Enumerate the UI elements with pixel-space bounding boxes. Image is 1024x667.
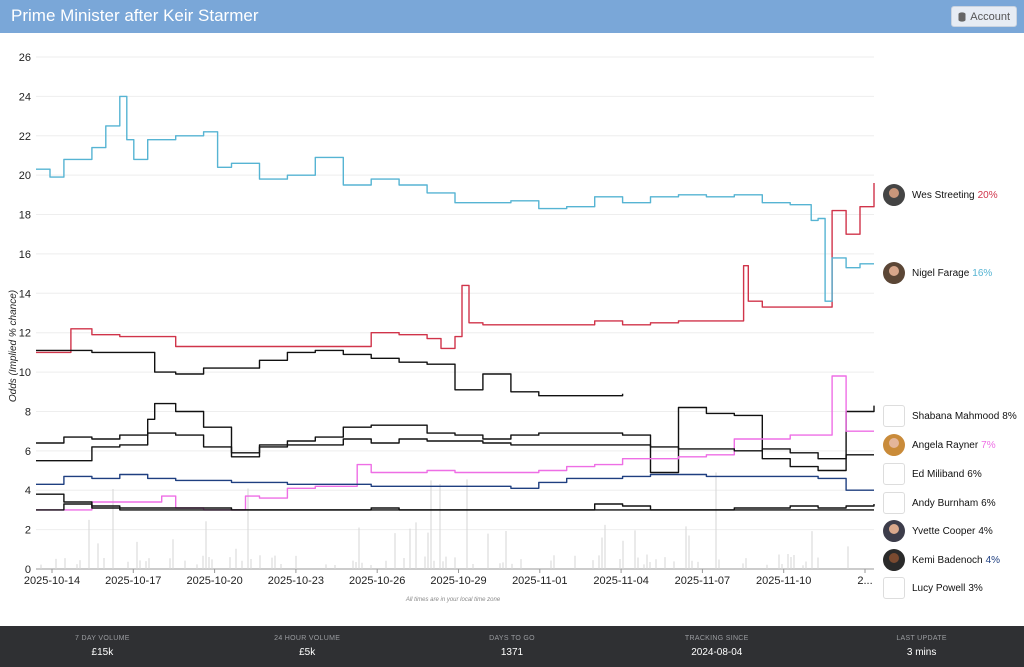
candidate-percent: 4% (985, 554, 1001, 566)
candidate-name: Kemi Badenoch (912, 554, 983, 566)
chart-container: 0 2 4 6 8 10 12 14 16 18 20 22 24 26 2025-10-14 2025-1… (0, 33, 1024, 626)
y-tick-label: 24 (19, 91, 31, 103)
candidate-percent: 7% (981, 439, 996, 451)
candidate-name: Ed Miliband (912, 468, 965, 480)
stat-7day-volume: 7 DAY VOLUME £15k (75, 635, 130, 658)
page-title: Prime Minister after Keir Starmer (11, 6, 259, 25)
x-tick-label: 2025-11-01 (512, 575, 567, 587)
series-line-lucy-powell (36, 493, 874, 511)
candidate-percent: 20% (977, 189, 998, 201)
candidate-wes-streeting[interactable]: Wes Streeting 20% (883, 183, 998, 207)
avatar (883, 520, 905, 542)
y-tick-label: 8 (25, 406, 31, 418)
candidate-andy-burnham[interactable]: Andy Burnham 6% (883, 491, 996, 515)
x-tick-label: 2... (857, 575, 872, 587)
series-line-wes-streeting (36, 183, 875, 354)
candidate-name: Wes Streeting (912, 189, 975, 201)
timezone-note: All times are in your local time zone (405, 597, 501, 603)
candidate-name: Yvette Cooper (912, 525, 976, 537)
series-lines (36, 95, 875, 511)
x-tick-label: 2025-10-29 (430, 575, 486, 587)
candidate-name: Lucy Powell (912, 582, 966, 594)
candidate-name: Shabana Mahmood (912, 410, 1000, 422)
candidate-percent: 6% (967, 468, 982, 480)
stat-tracking-since: TRACKING SINCE 2024-08-04 (684, 635, 749, 658)
stat-days-to-go: DAYS TO GO 1371 (489, 635, 535, 658)
stat-last-update: LAST UPDATE 3 mins (896, 635, 947, 658)
avatar (883, 577, 905, 599)
y-tick-label: 22 (19, 131, 31, 143)
candidate-percent: 16% (972, 267, 993, 279)
x-tick-label: 2025-10-23 (268, 575, 324, 587)
candidate-nigel-farage[interactable]: Nigel Farage 16% (883, 261, 992, 285)
avatar (883, 262, 905, 284)
candidate-name: Andy Burnham (912, 497, 979, 509)
gridlines (36, 56, 874, 570)
candidate-shabana-mahmood[interactable]: Shabana Mahmood 8% (883, 404, 1017, 428)
y-tick-label: 14 (19, 288, 31, 300)
candidate-name: Nigel Farage (912, 267, 970, 279)
x-tick-label: 2025-11-07 (675, 575, 730, 587)
x-axis: 2025-10-14 2025-10-17 2025-10-20 2025-10-23… (24, 569, 873, 587)
candidate-percent: 4% (978, 525, 993, 537)
y-tick-label: 6 (25, 446, 31, 458)
avatar (883, 492, 905, 514)
candidate-name: Angela Rayner (912, 439, 979, 451)
y-tick-label: 18 (19, 210, 31, 222)
avatar (883, 184, 905, 206)
series-line-kemi-badenoch (36, 473, 874, 491)
x-tick-label: 2025-10-20 (186, 575, 242, 587)
candidate-percent: 3% (968, 582, 983, 594)
x-tick-label: 2025-10-17 (105, 575, 161, 587)
candidate-percent: 6% (981, 497, 996, 509)
y-tick-label: 12 (19, 328, 31, 340)
series-line-nigel-farage (36, 95, 874, 302)
y-tick-label: 16 (19, 249, 31, 261)
candidate-yvette-cooper[interactable]: Yvette Cooper 4% (883, 519, 993, 543)
y-tick-label: 0 (25, 564, 31, 576)
candidate-ed-miliband[interactable]: Ed Miliband 6% (883, 462, 982, 486)
y-tick-label: 4 (25, 485, 31, 497)
candidate-angela-rayner[interactable]: Angela Rayner 7% (883, 433, 996, 457)
candidate-kemi-badenoch[interactable]: Kemi Badenoch 4% (883, 548, 1000, 572)
account-button[interactable]: Account (951, 6, 1017, 27)
avatar (883, 405, 905, 427)
series-line-andy-burnham (36, 349, 624, 397)
y-tick-label: 26 (19, 52, 31, 64)
avatar (883, 463, 905, 485)
x-tick-label: 2025-11-04 (593, 575, 648, 587)
avatar (883, 549, 905, 571)
x-tick-label: 2025-10-14 (24, 575, 80, 587)
candidate-lucy-powell[interactable]: Lucy Powell 3% (883, 576, 983, 600)
y-tick-label: 2 (25, 525, 31, 537)
volume-bars (40, 472, 849, 569)
series-line-yvette-cooper (36, 503, 875, 511)
x-tick-label: 2025-11-10 (756, 575, 811, 587)
stats-footer: 7 DAY VOLUME £15k 24 HOUR VOLUME £5k DAYS … (0, 626, 1024, 667)
y-tick-label: 20 (19, 170, 31, 182)
series-line-shabana-mahmood (36, 402, 875, 474)
app-header: Prime Minister after Keir Starmer Accoun… (0, 0, 1024, 33)
y-tick-label: 10 (19, 367, 31, 379)
candidate-percent: 8% (1002, 410, 1017, 422)
stat-24h-volume: 24 HOUR VOLUME £5k (274, 635, 341, 658)
account-label: Account (970, 10, 1010, 23)
y-axis-label: Odds (Implied % chance) (8, 290, 19, 402)
avatar (883, 434, 905, 456)
series-line-ed-miliband (36, 432, 874, 460)
x-tick-label: 2025-10-26 (349, 575, 405, 587)
database-icon (958, 11, 966, 22)
